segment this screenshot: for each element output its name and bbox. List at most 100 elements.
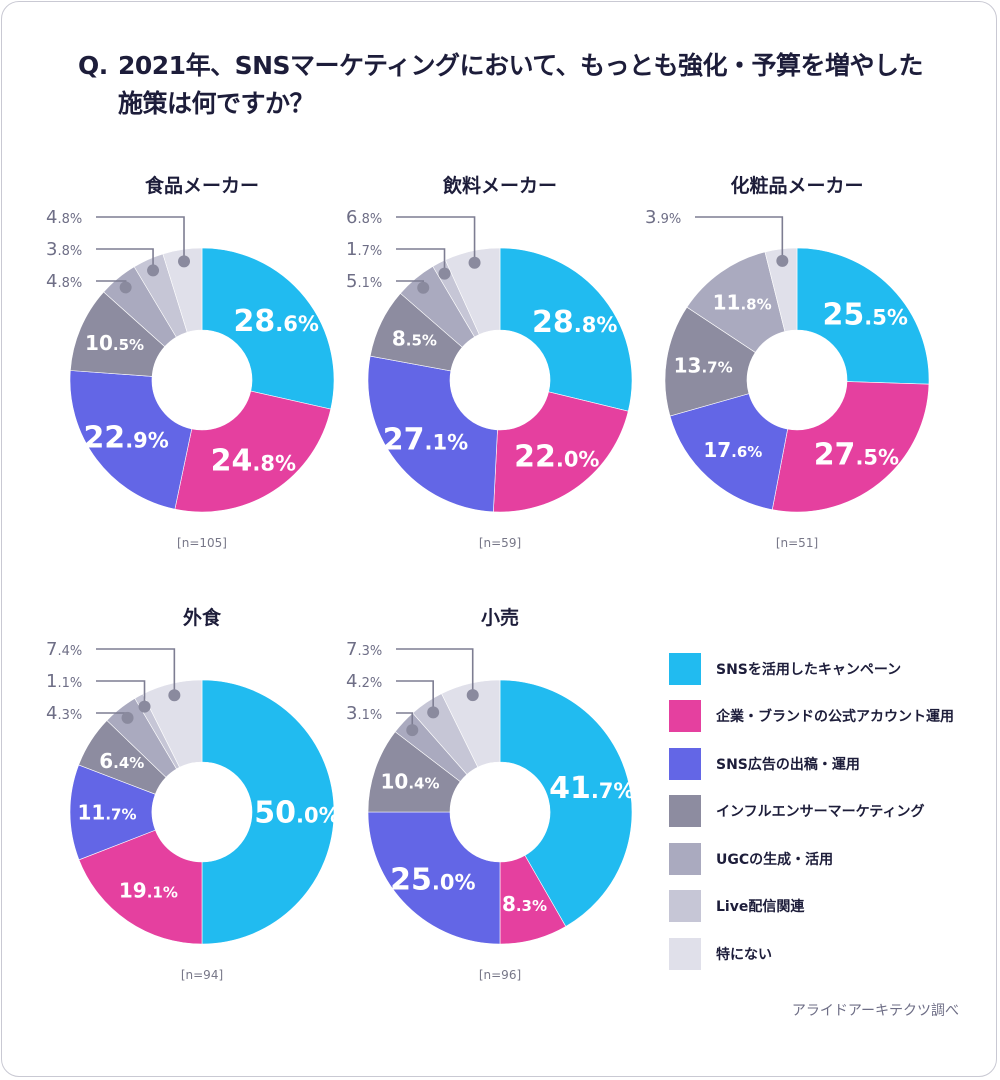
donut-slice-none (764, 247, 798, 332)
label-integer: 27 (383, 422, 425, 457)
label-decimal: .2% (357, 676, 382, 691)
label-integer: 1 (346, 239, 357, 260)
chart-title: 飲料メーカー (442, 174, 557, 197)
legend: SNSを活用したキャンペーン 企業・ブランドの公式アカウント運用 SNS広告の出… (669, 645, 954, 978)
label-decimal: .3% (57, 708, 82, 723)
data-label: 28.8% (532, 305, 617, 340)
label-decimal: .5% (406, 332, 437, 350)
label-integer: 8 (502, 892, 516, 916)
label-integer: 3 (645, 207, 656, 228)
callout-dot (776, 254, 789, 267)
legend-item-live: Live配信関連 (669, 883, 954, 931)
legend-swatch (669, 842, 701, 875)
label-decimal: .1% (357, 708, 382, 723)
label-integer: 6 (346, 207, 357, 228)
donut-slice-official (771, 381, 930, 513)
label-decimal: .1% (57, 676, 82, 691)
callout-label: 1.1% (46, 671, 82, 692)
data-label: 25.5% (823, 297, 908, 332)
label-decimal: .7% (591, 779, 635, 803)
donut-slice-none (444, 247, 501, 335)
label-integer: 4 (46, 207, 57, 228)
callout-label: 1.7% (346, 239, 382, 260)
legend-swatch (669, 747, 701, 780)
label-integer: 8 (392, 327, 406, 351)
donut-slice-official (78, 829, 203, 945)
callout-label: 7.3% (346, 639, 382, 660)
callout-dot (138, 700, 151, 713)
donut-slice-none (162, 247, 203, 333)
question-line-1: 2021年、SNSマーケティングにおいて、もっとも強化・予算を増やした (118, 51, 924, 80)
label-decimal: .4% (408, 775, 439, 793)
label-integer: 4 (46, 703, 57, 724)
callout-dot (417, 281, 430, 294)
legend-swatch (669, 937, 701, 970)
callout-leader-line (96, 216, 185, 262)
donut-slice-ads (367, 355, 498, 513)
label-integer: 11 (77, 800, 105, 824)
label-integer: 27 (814, 438, 856, 473)
label-integer: 28 (234, 304, 276, 339)
data-label: 24.8% (211, 443, 296, 478)
callout-label: 5.1% (346, 271, 382, 292)
label-integer: 5 (346, 271, 357, 292)
label-decimal: .1% (425, 430, 469, 454)
label-integer: 24 (211, 443, 253, 478)
label-decimal: .3% (357, 644, 382, 659)
callout-dot (406, 724, 419, 737)
data-label: 10.4% (381, 770, 440, 794)
donut-chart-4: 外食[n=94]50.0%19.1%11.7%6.4%7.4%1.1%4.3% (46, 606, 340, 982)
sample-size-label: [n=51] (776, 536, 818, 550)
callout-leader-line (96, 648, 176, 696)
callout-leader-line (695, 216, 784, 261)
data-label: 13.7% (674, 353, 733, 377)
callout-label: 4.2% (346, 671, 382, 692)
callout-dot (168, 689, 181, 702)
label-integer: 50 (254, 796, 296, 831)
label-integer: 11 (713, 290, 741, 314)
legend-item-none: 特にない (669, 930, 954, 978)
legend-item-official-account: 企業・ブランドの公式アカウント運用 (669, 693, 954, 741)
label-decimal: .5% (864, 305, 908, 329)
donut-slice-campaign (499, 247, 633, 412)
label-decimal: .6% (731, 443, 762, 461)
label-integer: 1 (46, 671, 57, 692)
donut-chart-1: 食品メーカー[n=105]28.6%24.8%22.9%10.5%4.8%3.8… (46, 174, 335, 550)
callout-dot (466, 689, 479, 702)
data-label: 27.1% (383, 422, 468, 457)
data-label: 22.0% (514, 440, 599, 475)
question-line-2: 施策は何ですか？ (118, 89, 315, 118)
donut-slice-campaign (796, 247, 930, 385)
label-integer: 3 (46, 239, 57, 260)
source-credit: アライドアーキテクツ調べ (791, 1003, 959, 1019)
donut-slice-official (493, 391, 629, 513)
chart-title: 食品メーカー (145, 174, 259, 197)
label-integer: 17 (703, 438, 731, 462)
label-integer: 19 (119, 878, 147, 902)
label-decimal: .0% (432, 871, 476, 895)
data-label: 50.0% (254, 796, 339, 831)
label-integer: 10 (381, 770, 409, 794)
donut-slice-campaign (201, 679, 335, 945)
data-label: 28.6% (234, 304, 319, 339)
callout-leader-line (396, 648, 474, 696)
data-label: 17.6% (703, 438, 762, 462)
legend-label: SNSを活用したキャンペーン (716, 661, 902, 678)
callout-label: 4.8% (46, 271, 82, 292)
donut-chart-2: 飲料メーカー[n=59]28.8%22.0%27.1%8.5%6.8%1.7%5… (346, 174, 633, 550)
donut-slice-ads (367, 811, 501, 945)
data-label: 25.0% (390, 863, 475, 898)
sample-size-label: [n=105] (177, 536, 227, 550)
legend-swatch (669, 795, 701, 828)
label-integer: 3 (346, 703, 357, 724)
label-decimal: .1% (147, 883, 178, 901)
label-decimal: .8% (57, 276, 82, 291)
legend-label: インフルエンサーマーケティング (716, 804, 925, 821)
legend-swatch (669, 652, 701, 685)
label-integer: 22 (514, 440, 556, 475)
label-decimal: .8% (57, 244, 82, 259)
data-label: 8.5% (392, 327, 437, 351)
label-integer: 10 (85, 331, 113, 355)
legend-item-ads: SNS広告の出稿・運用 (669, 740, 954, 788)
